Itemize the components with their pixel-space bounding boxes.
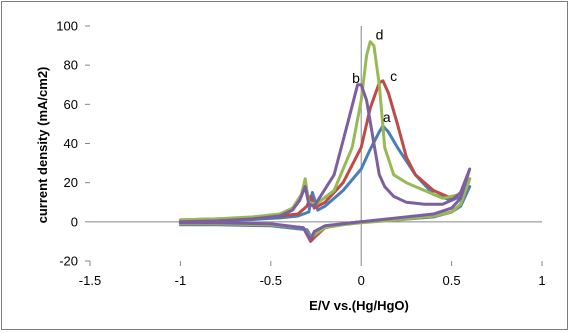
x-tick-label: 0.5 <box>443 273 461 288</box>
tick-labels: -1.5 -1 -0.5 0 0.5 1 -20 0 20 40 60 80 100 <box>56 19 545 289</box>
x-tick-label: -0.5 <box>260 273 282 288</box>
x-tick-label: 0 <box>358 273 365 288</box>
y-tick-label: 20 <box>64 175 78 190</box>
series-a-label: a <box>383 109 391 125</box>
curve-labels: a c d b <box>352 27 397 125</box>
y-axis-title: current density (mA/cm2) <box>35 67 50 224</box>
axes <box>85 25 543 266</box>
series-b-label: b <box>352 70 360 86</box>
y-tick-label: 40 <box>64 136 78 151</box>
y-tick-label: 80 <box>64 58 78 73</box>
series-group <box>178 40 472 243</box>
x-tick-label: -1.5 <box>79 273 101 288</box>
y-tick-label: 60 <box>64 97 78 112</box>
series-b-line <box>178 83 472 241</box>
y-tick-label: 100 <box>56 19 78 34</box>
y-tick-label: 0 <box>71 214 78 229</box>
y-tick-label: -20 <box>59 254 78 269</box>
series-d-line <box>178 40 472 239</box>
series-c-label: c <box>390 68 397 84</box>
x-tick-label: -1 <box>175 273 187 288</box>
x-axis-title: E/V vs.(Hg/HgO) <box>309 298 409 313</box>
series-d-label: d <box>376 27 384 43</box>
x-tick-label: 1 <box>538 273 545 288</box>
